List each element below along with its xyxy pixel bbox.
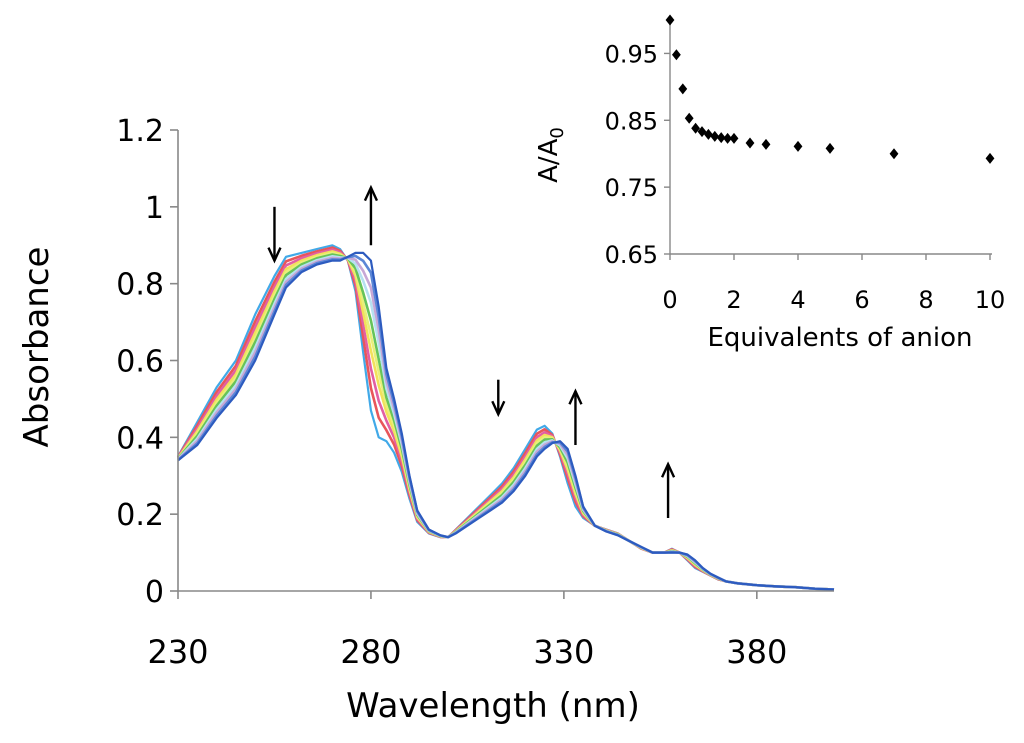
absorbance-traces	[176, 244, 835, 591]
y-tick-label: 0.2	[116, 498, 164, 533]
x-tick-label: 280	[340, 633, 401, 671]
trend-arrow-up-head	[363, 184, 379, 202]
inset-axes	[664, 20, 992, 260]
inset-data-point	[710, 130, 720, 142]
y-axis-title: Absorbance	[17, 247, 57, 448]
inset-data-point	[729, 132, 739, 144]
y-tick-label: 1.2	[116, 114, 164, 149]
inset-y-tick-label: 0.95	[605, 40, 658, 68]
x-tick-label: 330	[533, 633, 594, 671]
inset-data-point	[672, 49, 681, 61]
inset-x-tick-label: 2	[726, 286, 741, 314]
trend-arrow-up-head	[568, 388, 583, 405]
inset-data-point	[889, 148, 899, 160]
inset-data-point	[665, 14, 675, 26]
inset-titration-chart: 0.65 0.75 0.85 0.95 0 2 4 6 8 10 Equivalents of a…	[534, 14, 1006, 353]
inset-y-axis-title-main: A/A	[534, 138, 564, 183]
inset-data-point	[745, 137, 755, 149]
trend-arrow-down-head	[491, 400, 506, 418]
absorbance-tick-labels: 0 0.2 0.4 0.6 0.8 1 1.2 230 280 330 380	[116, 114, 787, 671]
x-axis-title: Wavelength (nm)	[346, 686, 640, 726]
inset-data-point	[716, 132, 726, 144]
inset-data-point	[691, 122, 700, 134]
inset-data-point	[793, 140, 803, 152]
inset-data-point	[678, 83, 688, 95]
inset-tick-labels: 0.65 0.75 0.85 0.95 0 2 4 6 8 10	[605, 40, 1006, 314]
x-tick-label: 230	[147, 633, 208, 671]
x-tick-label: 380	[726, 633, 787, 671]
y-tick-label: 1	[145, 191, 164, 226]
y-tick-label: 0	[145, 575, 164, 610]
inset-y-tick-label: 0.85	[605, 107, 658, 135]
inset-data-point	[825, 142, 835, 154]
inset-y-tick-label: 0.75	[605, 174, 658, 202]
inset-x-tick-label: 4	[790, 286, 805, 314]
inset-y-axis-title-sub: 0	[547, 127, 568, 138]
y-tick-label: 0.8	[116, 268, 164, 303]
spectrum-line-10	[177, 251, 835, 591]
inset-x-tick-label: 0	[662, 286, 677, 314]
inset-data-points	[665, 14, 995, 164]
inset-y-tick-label: 0.65	[605, 241, 658, 269]
trend-arrow-up-head	[660, 461, 676, 478]
inset-data-point	[684, 112, 694, 124]
inset-y-axis-title: A/A0	[534, 127, 568, 183]
inset-data-point	[985, 152, 995, 164]
inset-data-point	[704, 128, 713, 140]
trend-arrow-down-head	[267, 247, 282, 264]
inset-data-point	[761, 138, 771, 150]
absorbance-axes	[170, 129, 834, 599]
inset-x-tick-label: 8	[918, 286, 933, 314]
y-tick-label: 0.6	[116, 345, 164, 380]
inset-data-point	[723, 132, 732, 144]
absorbance-chart: 0 0.2 0.4 0.6 0.8 1 1.2 230 280 330 380 Wavelength…	[17, 114, 835, 726]
inset-x-tick-label: 6	[854, 286, 869, 314]
trend-arrows	[267, 184, 676, 519]
inset-x-tick-label: 10	[975, 286, 1006, 314]
y-tick-label: 0.4	[116, 421, 164, 456]
inset-x-axis-title: Equivalents of anion	[707, 323, 972, 353]
